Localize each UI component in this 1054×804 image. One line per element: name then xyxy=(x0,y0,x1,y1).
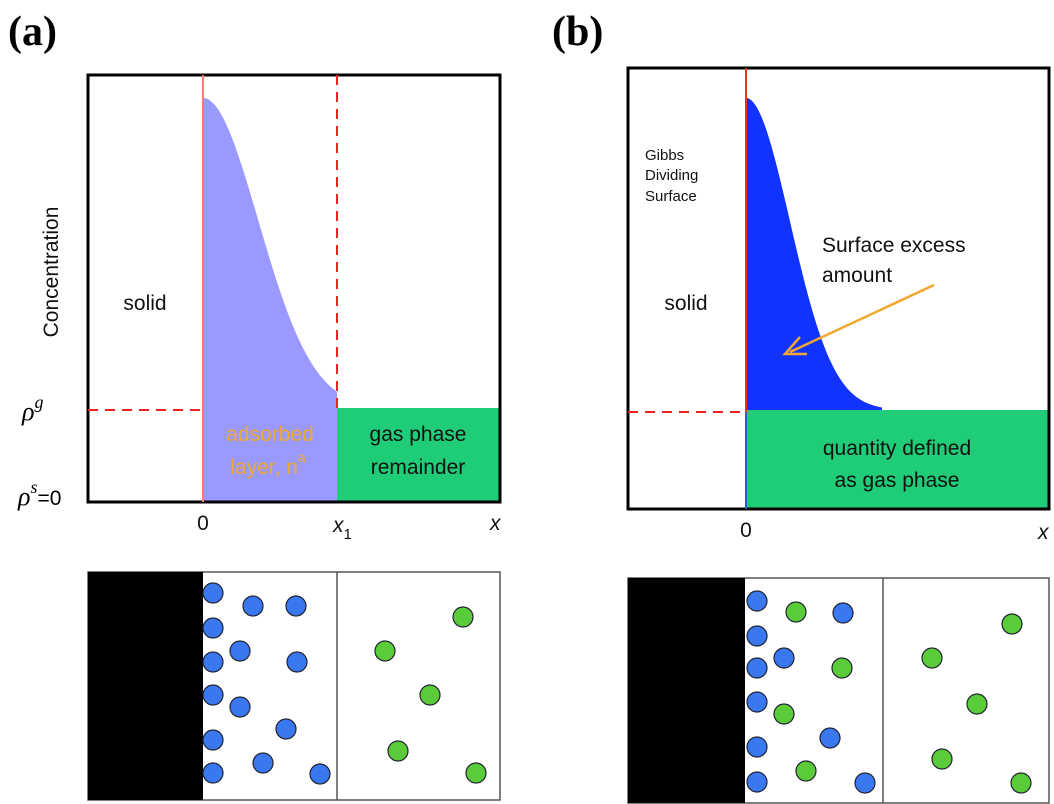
molecule xyxy=(466,763,486,783)
molecule xyxy=(820,728,840,748)
surface-label: Dividing xyxy=(645,167,698,184)
molecule xyxy=(243,596,263,616)
superscript: a xyxy=(298,449,306,465)
molecule xyxy=(1002,614,1022,634)
panel-label: (b) xyxy=(552,9,603,55)
molecule xyxy=(203,685,223,705)
x-axis-label: x xyxy=(489,512,502,535)
molecule xyxy=(796,761,816,781)
molecule xyxy=(375,641,395,661)
molecule xyxy=(453,607,473,627)
molecule xyxy=(832,658,852,678)
gas-phase-label: as gas phase xyxy=(835,469,960,492)
molecule xyxy=(786,602,806,622)
region-label: solid xyxy=(123,292,166,315)
gas-phase-label: remainder xyxy=(371,456,466,479)
solid-block xyxy=(628,578,745,803)
text: layer, n xyxy=(230,456,298,479)
region-label: solid xyxy=(664,292,707,315)
molecule xyxy=(747,737,767,757)
molecule xyxy=(747,591,767,611)
gas-phase-label: quantity defined xyxy=(823,437,971,460)
molecule xyxy=(932,749,952,769)
molecule xyxy=(967,694,987,714)
x-tick-label: x1 xyxy=(332,514,352,543)
x-axis-label: x xyxy=(1037,521,1050,544)
molecule xyxy=(774,648,794,668)
molecule xyxy=(420,685,440,705)
excess-label: amount xyxy=(822,264,892,287)
molecule xyxy=(922,648,942,668)
solid-block xyxy=(88,572,203,800)
molecule xyxy=(310,764,330,784)
molecule xyxy=(230,697,250,717)
surface-label: Surface xyxy=(645,188,697,205)
molecule xyxy=(1011,773,1031,793)
figure: (a) Concentration solid ρg ρs=0 adsorbed… xyxy=(0,0,1054,804)
superscript: g xyxy=(34,392,43,412)
molecule xyxy=(833,603,853,623)
subscript: 1 xyxy=(344,526,352,543)
excess-label: Surface excess xyxy=(822,234,966,257)
molecule xyxy=(203,652,223,672)
molecule xyxy=(855,773,875,793)
molecule xyxy=(747,658,767,678)
page: (a) Concentration solid ρg ρs=0 adsorbed… xyxy=(0,0,1054,804)
superscript: s xyxy=(30,477,37,497)
molecule xyxy=(230,641,250,661)
surface-label: Gibbs xyxy=(645,147,684,164)
molecule xyxy=(203,618,223,638)
x-tick-label: 0 xyxy=(740,519,752,542)
y-axis-label: Concentration xyxy=(40,207,63,338)
symbol: ρ xyxy=(21,397,34,426)
molecule xyxy=(287,652,307,672)
x-tick-label: 0 xyxy=(197,512,209,535)
suffix: =0 xyxy=(38,487,62,510)
molecule xyxy=(276,719,296,739)
molecule xyxy=(286,596,306,616)
molecule xyxy=(747,626,767,646)
molecule xyxy=(388,741,408,761)
molecule xyxy=(203,730,223,750)
molecule xyxy=(747,772,767,792)
rho-g: ρg xyxy=(21,392,43,426)
molecule xyxy=(747,692,767,712)
molecule xyxy=(203,583,223,603)
adsorbed-label: adsorbed xyxy=(226,423,314,446)
molecule xyxy=(774,704,794,724)
molecule xyxy=(253,753,273,773)
gas-phase-label: gas phase xyxy=(370,423,467,446)
symbol: ρ xyxy=(17,482,30,511)
molecule xyxy=(203,763,223,783)
rho-s: ρs=0 xyxy=(17,477,61,511)
panel-label: (a) xyxy=(8,9,57,55)
